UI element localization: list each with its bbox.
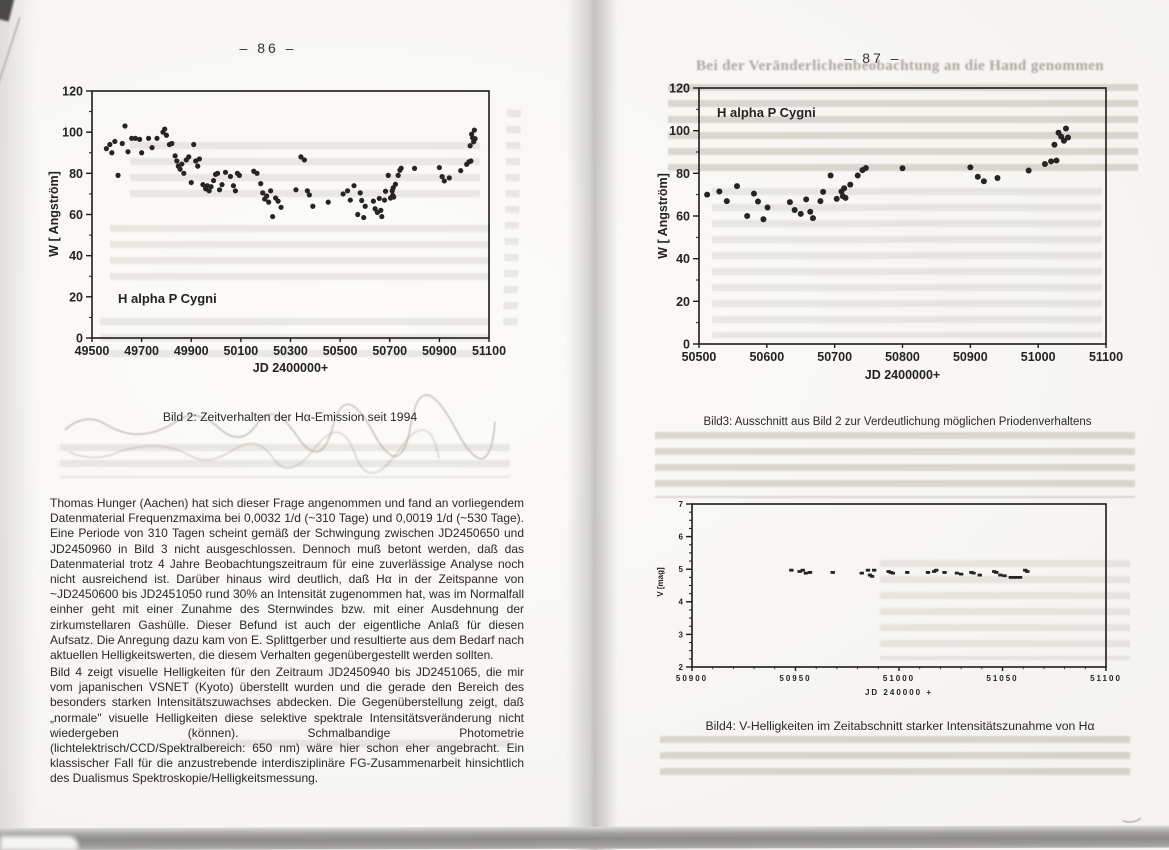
- svg-text:40: 40: [69, 249, 83, 263]
- svg-text:49700: 49700: [124, 344, 159, 358]
- svg-text:6: 6: [679, 532, 684, 541]
- svg-text:50500: 50500: [323, 344, 358, 358]
- svg-text:V [mag]: V [mag]: [656, 567, 665, 597]
- svg-text:0: 0: [76, 332, 83, 346]
- svg-text:50800: 50800: [885, 350, 920, 364]
- figure-caption-bild4: Bild4: V-Helligkeiten im Zeitabschnitt s…: [705, 719, 1095, 733]
- bleedthrough-heading: Bei der Veränderlichenbeobachtung an die…: [695, 58, 1105, 74]
- scatter-chart-bild2: 0 20 40 60 80 100 120 49500 49700 49900 50100 50300…: [47, 85, 506, 376]
- svg-text:51100: 51100: [1089, 350, 1123, 364]
- svg-text:51100: 51100: [1090, 674, 1122, 683]
- body-paragraph-2: Bild 4 zeigt visuelle Helligkeiten für d…: [50, 665, 524, 786]
- svg-text:49500: 49500: [75, 344, 110, 358]
- figure-caption-bild3: Bild3: Ausschnitt aus Bild 2 zur Verdeut…: [703, 416, 1092, 428]
- body-paragraph-1: Thomas Hunger (Aachen) hat sich dieser F…: [50, 496, 524, 663]
- svg-text:120: 120: [62, 85, 83, 99]
- svg-text:51050: 51050: [986, 674, 1018, 683]
- svg-text:2: 2: [679, 663, 684, 672]
- svg-text:60: 60: [69, 208, 83, 222]
- page-number-left: – 86 –: [239, 40, 297, 56]
- svg-text:50500: 50500: [682, 350, 717, 364]
- bleedthrough-lines: [655, 432, 1135, 498]
- scan-bottom-edge: [0, 825, 1169, 850]
- svg-text:JD 2400000+: JD 2400000+: [865, 368, 940, 382]
- page-number-right: – 87 –: [844, 50, 902, 66]
- svg-text:51000: 51000: [1021, 350, 1056, 364]
- svg-text:50300: 50300: [273, 344, 308, 358]
- svg-text:40: 40: [676, 252, 690, 266]
- svg-text:80: 80: [676, 167, 690, 181]
- svg-text:JD 2400000+: JD 2400000+: [253, 361, 328, 375]
- svg-text:60: 60: [676, 210, 690, 224]
- svg-text:5: 5: [679, 565, 684, 574]
- svg-text:50700: 50700: [817, 350, 852, 364]
- svg-text:W [ Angström]: W [ Angström]: [656, 173, 670, 259]
- svg-text:3: 3: [679, 630, 684, 639]
- svg-text:50700: 50700: [372, 344, 407, 358]
- svg-text:4: 4: [679, 598, 684, 607]
- svg-text:H alpha P Cygni: H alpha P Cygni: [118, 291, 217, 306]
- svg-text:20: 20: [69, 290, 83, 304]
- svg-text:50900: 50900: [676, 674, 708, 683]
- page-left-edge-shadow: [0, 0, 42, 850]
- bleedthrough-curve: [64, 394, 496, 474]
- scan-crescent-mark: [1116, 803, 1146, 825]
- svg-text:51000: 51000: [883, 674, 915, 683]
- svg-text:120: 120: [669, 82, 690, 96]
- svg-text:50900: 50900: [953, 350, 988, 364]
- svg-text:80: 80: [69, 167, 83, 181]
- svg-text:100: 100: [669, 124, 690, 138]
- figure-caption-bild2: Bild 2: Zeitverhalten der Hα-Emission se…: [162, 410, 418, 424]
- bleedthrough-lines: [660, 736, 1130, 780]
- svg-text:H alpha P Cygni: H alpha P Cygni: [717, 105, 816, 120]
- scatter-chart-bild3: 0 20 40 60 80 100 120 50500 50600 50700 50800 50900…: [656, 82, 1123, 383]
- svg-text:W [ Angström]: W [ Angström]: [47, 171, 61, 257]
- scan-bottom-notch: [0, 836, 78, 850]
- svg-text:50100: 50100: [223, 344, 258, 358]
- svg-text:49900: 49900: [174, 344, 209, 358]
- book-spine-shadow: [566, 0, 618, 850]
- svg-text:50900: 50900: [422, 344, 457, 358]
- svg-text:0: 0: [683, 338, 690, 352]
- svg-text:50950: 50950: [779, 674, 811, 683]
- scatter-chart-bild4: 2 3 4 5 6 7 50900 50950 51000 51050 51100 JD 240000…: [656, 500, 1122, 697]
- svg-text:51100: 51100: [472, 344, 506, 358]
- svg-text:100: 100: [62, 126, 83, 140]
- svg-text:20: 20: [676, 295, 690, 309]
- svg-text:50600: 50600: [749, 350, 784, 364]
- svg-text:7: 7: [679, 500, 684, 509]
- svg-text:JD 240000 +: JD 240000 +: [865, 688, 933, 697]
